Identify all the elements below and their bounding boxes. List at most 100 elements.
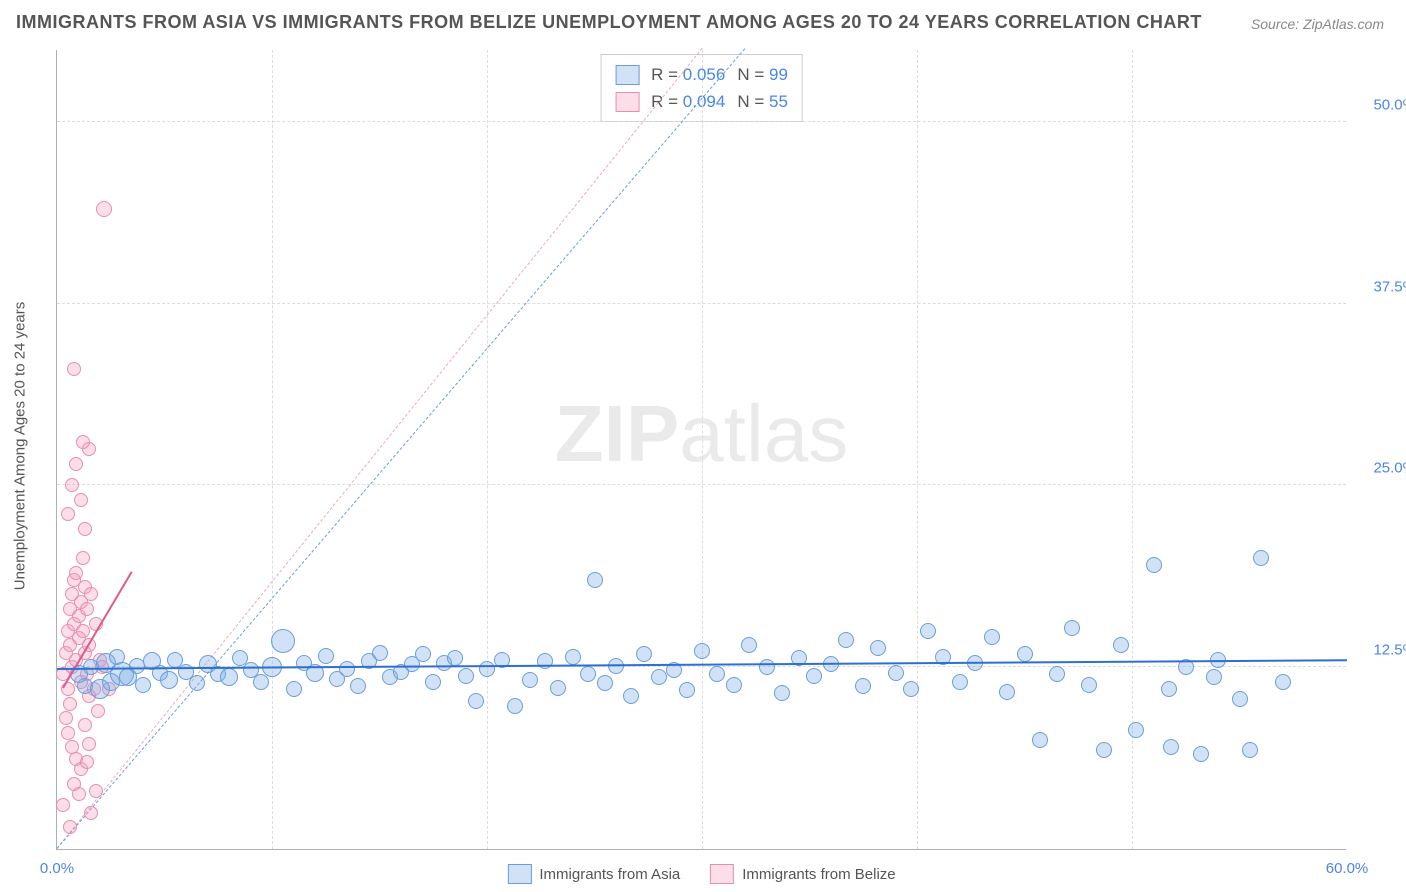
data-point-asia [468, 693, 484, 709]
data-point-belize [76, 551, 90, 565]
data-point-belize [74, 493, 88, 507]
data-point-asia [1049, 666, 1065, 682]
y-tick-label: 12.5% [1356, 642, 1406, 659]
data-point-belize [80, 755, 94, 769]
data-point-asia [1032, 732, 1048, 748]
data-point-belize [89, 784, 103, 798]
data-point-asia [350, 678, 366, 694]
data-point-asia [537, 653, 553, 669]
data-point-asia [726, 677, 742, 693]
data-point-asia [1081, 677, 1097, 693]
x-gridline [487, 50, 488, 849]
data-point-belize [78, 718, 92, 732]
data-point-belize [76, 435, 90, 449]
data-point-asia [888, 665, 904, 681]
data-point-asia [636, 646, 652, 662]
data-point-asia [920, 623, 936, 639]
data-point-asia [565, 649, 581, 665]
x-gridline [272, 50, 273, 849]
source-attribution: Source: ZipAtlas.com [1251, 16, 1384, 32]
data-point-asia [220, 668, 238, 686]
data-point-asia [1253, 550, 1269, 566]
x-gridline [917, 50, 918, 849]
data-point-asia [507, 698, 523, 714]
data-point-belize [61, 726, 75, 740]
data-point-asia [318, 648, 334, 664]
data-point-belize [84, 587, 98, 601]
data-point-belize [80, 602, 94, 616]
data-point-asia [1096, 742, 1112, 758]
data-point-asia [903, 681, 919, 697]
data-point-asia [806, 668, 822, 684]
data-point-asia [339, 661, 355, 677]
data-point-asia [580, 666, 596, 682]
data-point-belize [72, 787, 86, 801]
swatch-asia-icon [507, 864, 531, 884]
data-point-asia [952, 674, 968, 690]
data-point-asia [759, 659, 775, 675]
x-gridline [702, 50, 703, 849]
series-legend: Immigrants from Asia Immigrants from Bel… [507, 864, 895, 884]
x-tick-label: 60.0% [1326, 860, 1369, 877]
swatch-asia [615, 65, 639, 85]
data-point-belize [59, 711, 73, 725]
data-point-asia [522, 672, 538, 688]
swatch-belize-icon [710, 864, 734, 884]
data-point-asia [587, 572, 603, 588]
scatter-plot-area: ZIPatlas R = 0.056 N = 99 R = 0.094 N = … [56, 50, 1346, 850]
data-point-belize [65, 478, 79, 492]
data-point-belize [76, 624, 90, 638]
data-point-asia [160, 671, 178, 689]
data-point-asia [415, 646, 431, 662]
data-point-asia [838, 632, 854, 648]
data-point-asia [1146, 557, 1162, 573]
chart-title: IMMIGRANTS FROM ASIA VS IMMIGRANTS FROM … [16, 12, 1202, 33]
data-point-asia [135, 677, 151, 693]
data-point-asia [741, 637, 757, 653]
data-point-asia [447, 650, 463, 666]
data-point-asia [651, 669, 667, 685]
swatch-belize [615, 92, 639, 112]
y-tick-label: 50.0% [1356, 96, 1406, 113]
data-point-belize [69, 457, 83, 471]
data-point-asia [597, 675, 613, 691]
data-point-asia [1163, 739, 1179, 755]
data-point-asia [1232, 691, 1248, 707]
data-point-asia [458, 668, 474, 684]
data-point-asia [1193, 746, 1209, 762]
x-tick-label: 0.0% [40, 860, 74, 877]
y-tick-label: 25.0% [1356, 460, 1406, 477]
data-point-asia [855, 678, 871, 694]
data-point-asia [623, 688, 639, 704]
data-point-asia [1128, 722, 1144, 738]
data-point-asia [709, 666, 725, 682]
data-point-asia [550, 680, 566, 696]
data-point-belize [82, 737, 96, 751]
data-point-asia [189, 675, 205, 691]
data-point-asia [1064, 620, 1080, 636]
legend-label-belize: Immigrants from Belize [742, 866, 895, 883]
data-point-asia [679, 682, 695, 698]
data-point-belize [67, 362, 81, 376]
data-point-asia [286, 681, 302, 697]
data-point-belize [84, 806, 98, 820]
data-point-asia [984, 629, 1000, 645]
data-point-asia [1275, 674, 1291, 690]
y-axis-label: Unemployment Among Ages 20 to 24 years [12, 302, 29, 591]
diagonal-reference-line [57, 48, 703, 849]
data-point-asia [372, 645, 388, 661]
data-point-belize [69, 566, 83, 580]
data-point-belize [63, 820, 77, 834]
data-point-belize [96, 201, 112, 217]
data-point-belize [61, 507, 75, 521]
data-point-asia [1242, 742, 1258, 758]
data-point-asia [1206, 669, 1222, 685]
diagonal-reference-line [57, 48, 746, 849]
data-point-asia [271, 629, 295, 653]
data-point-asia [425, 674, 441, 690]
data-point-asia [479, 661, 495, 677]
data-point-belize [56, 798, 70, 812]
data-point-asia [870, 640, 886, 656]
data-point-belize [78, 522, 92, 536]
data-point-belize [91, 704, 105, 718]
